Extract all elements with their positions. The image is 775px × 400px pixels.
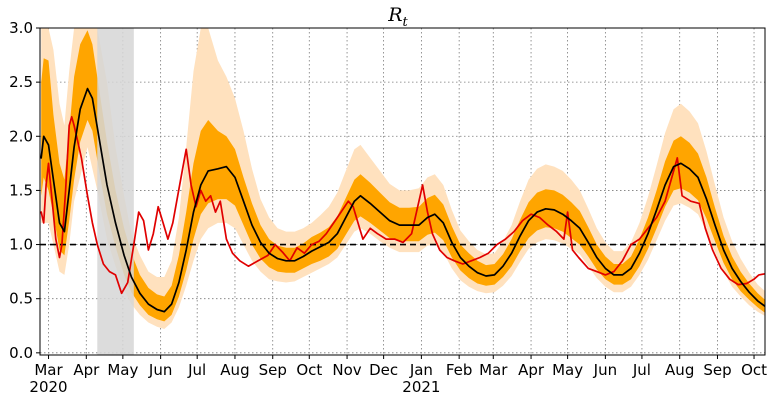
y-tick-label: 1.0 <box>9 236 33 254</box>
y-tick-label: 2.5 <box>9 73 33 91</box>
shaded-period <box>97 28 134 355</box>
y-tick-label: 1.5 <box>9 181 33 199</box>
model-median-line <box>40 87 765 313</box>
x-tick-label: Aug <box>665 361 694 379</box>
x-tick-label: Oct <box>741 361 767 379</box>
inner-interval-band <box>41 30 765 322</box>
y-tick-label: 3.0 <box>9 19 33 37</box>
x-tick-label: Sep <box>259 361 287 379</box>
x-tick-label: Dec <box>369 361 398 379</box>
plot-frame <box>39 27 766 356</box>
x-year-label: 2021 <box>402 378 440 396</box>
x-tick-label: May <box>552 361 583 379</box>
x-tick-label: Oct <box>296 361 322 379</box>
x-tick-label: Mar <box>34 361 63 379</box>
x-tick-label: May <box>107 361 138 379</box>
x-tick-label: Jan <box>409 361 433 379</box>
x-tick-label: Jun <box>148 361 172 379</box>
series-lines <box>40 87 765 313</box>
outer-interval-band <box>41 28 765 329</box>
observed-line <box>40 115 765 295</box>
shaded-period-layer <box>97 28 134 355</box>
uncertainty-bands <box>41 28 765 329</box>
chart-title-symbol: R <box>387 4 402 26</box>
chart-title-subscript: t <box>403 15 409 30</box>
x-tick-label: Apr <box>73 361 100 379</box>
y-tick-label: 0.5 <box>9 290 33 308</box>
y-tick-label: 0.0 <box>9 344 33 362</box>
x-tick-label: Feb <box>446 361 473 379</box>
x-year-label: 2020 <box>29 378 67 396</box>
x-tick-label: Apr <box>518 361 545 379</box>
x-tick-label: Aug <box>220 361 249 379</box>
x-tick-label: Mar <box>479 361 508 379</box>
x-tick-label: Nov <box>332 361 361 379</box>
chart-title: Rt <box>387 4 408 30</box>
x-tick-label: Sep <box>703 361 731 379</box>
y-tick-label: 2.0 <box>9 127 33 145</box>
x-tick-label: Jul <box>632 361 651 379</box>
x-tick-label: Jun <box>593 361 617 379</box>
x-tick-label: Jul <box>187 361 206 379</box>
